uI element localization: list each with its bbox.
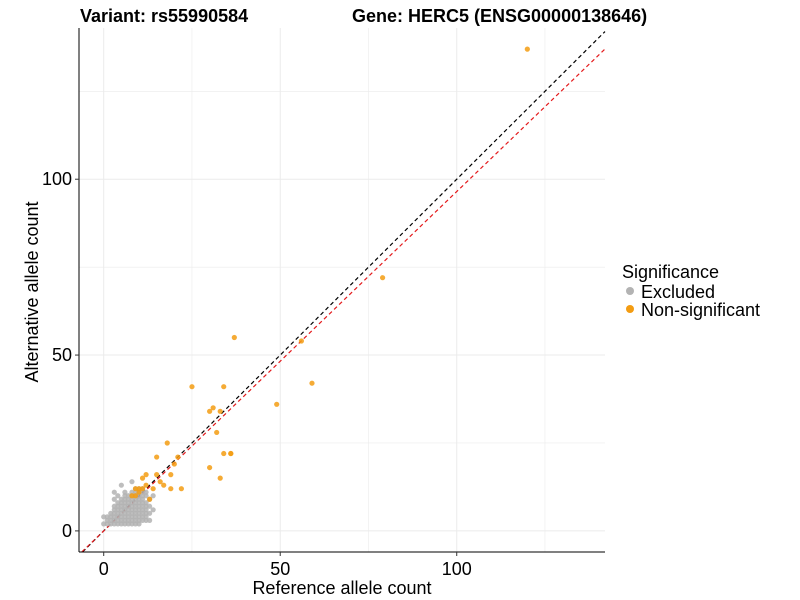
point-excluded [129, 479, 135, 485]
legend-label-excluded: Excluded [641, 282, 715, 302]
point-non-significant [207, 464, 213, 471]
point-non-significant [168, 486, 174, 492]
point-non-significant [210, 405, 216, 411]
point-non-significant [175, 454, 181, 460]
point-non-significant [221, 450, 227, 457]
legend-title: Significance [622, 262, 719, 282]
point-non-significant [147, 496, 153, 502]
point-excluded [150, 507, 156, 513]
point-non-significant [189, 384, 195, 390]
point-non-significant [298, 338, 305, 344]
point-non-significant [132, 486, 139, 492]
point-non-significant [178, 486, 184, 492]
identity-line [82, 31, 606, 553]
chart-title-gene: Gene: HERC5 (ENSG00000138646) [352, 6, 647, 26]
point-non-significant [214, 429, 220, 436]
x-tick-label: 100 [442, 559, 472, 579]
legend: Significance Excluded Non-significant [622, 262, 760, 320]
legend-swatch-non-significant [626, 305, 634, 313]
chart-title-variant: Variant: rs55990584 [80, 6, 248, 26]
point-non-significant [274, 401, 280, 407]
fit-line [81, 48, 606, 553]
point-excluded [111, 489, 117, 495]
ticks: 0 50 100 0 50 100 [42, 169, 472, 579]
point-excluded [150, 493, 156, 499]
point-non-significant [309, 380, 315, 386]
x-tick-label: 0 [99, 559, 109, 579]
point-non-significant [221, 384, 227, 390]
point-excluded [147, 503, 153, 509]
point-excluded [111, 496, 117, 502]
point-non-significant [524, 46, 530, 52]
point-non-significant [207, 408, 213, 414]
y-tick-label: 50 [52, 345, 72, 365]
point-non-significant [150, 486, 156, 492]
point-excluded [118, 482, 124, 488]
data-points [101, 46, 530, 527]
point-non-significant [154, 454, 160, 460]
point-non-significant [228, 450, 234, 457]
point-non-significant [231, 334, 237, 341]
point-excluded [143, 500, 149, 506]
point-non-significant [161, 482, 167, 488]
legend-swatch-excluded [626, 287, 634, 295]
grid [79, 28, 605, 552]
legend-label-non-significant: Non-significant [641, 300, 760, 320]
axes [78, 28, 605, 553]
y-tick-label: 0 [62, 521, 72, 541]
point-excluded [147, 510, 153, 516]
point-non-significant [217, 408, 223, 414]
point-excluded [143, 489, 149, 495]
point-excluded [122, 489, 128, 495]
point-non-significant [143, 482, 149, 488]
point-non-significant [217, 475, 223, 481]
point-excluded [115, 493, 121, 499]
y-tick-label: 100 [42, 169, 72, 189]
point-non-significant [164, 440, 170, 446]
point-non-significant [168, 472, 174, 478]
point-excluded [147, 517, 153, 523]
reference-lines [81, 31, 606, 553]
point-non-significant [157, 479, 163, 485]
y-axis-title: Alternative allele count [22, 201, 42, 382]
point-non-significant [139, 475, 146, 481]
x-tick-label: 50 [270, 559, 290, 579]
point-non-significant [143, 472, 149, 478]
point-non-significant [379, 275, 386, 281]
point-non-significant [129, 493, 135, 499]
point-non-significant [154, 472, 160, 478]
x-axis-title: Reference allele count [252, 578, 431, 598]
point-non-significant [171, 461, 177, 467]
